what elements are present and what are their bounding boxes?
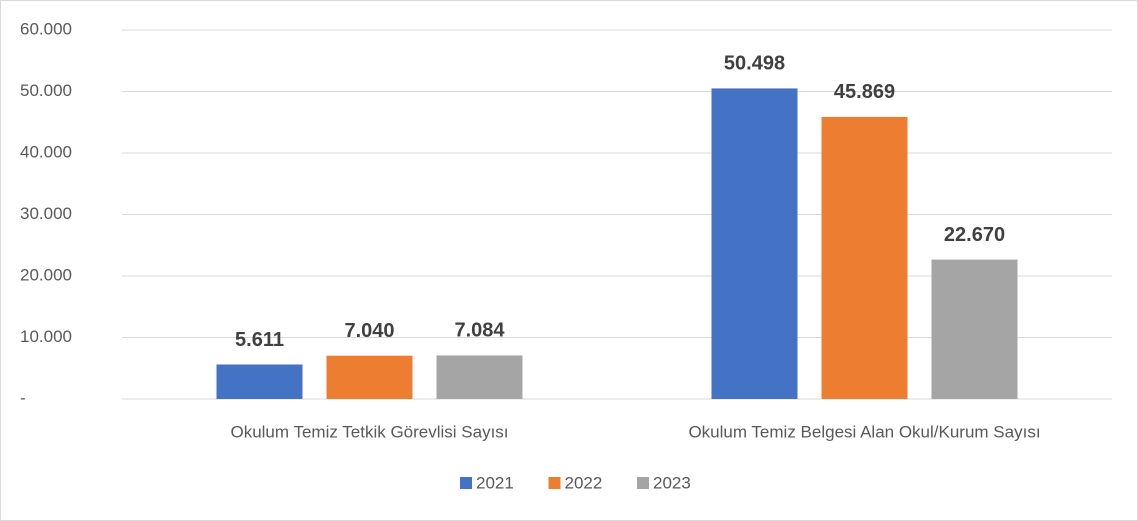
legend-swatch: [460, 477, 472, 489]
bar: [326, 355, 413, 399]
y-tick-label: 40.000: [20, 142, 72, 161]
x-tick-label: Okulum Temiz Belgesi Alan Okul/Kurum Say…: [688, 422, 1040, 441]
y-tick-label: 60.000: [20, 19, 72, 38]
y-tick-label: 50.000: [20, 81, 72, 100]
bar: [711, 88, 798, 399]
legend-label: 2022: [565, 473, 603, 492]
bar: [436, 355, 523, 399]
legend-swatch: [548, 477, 561, 489]
value-label: 50.498: [724, 53, 785, 75]
bar: [216, 364, 303, 399]
value-label: 7.084: [454, 320, 505, 342]
bar: [931, 259, 1018, 399]
legend-swatch: [637, 477, 649, 489]
value-label: 7.040: [344, 320, 394, 342]
legend-label: 2023: [653, 473, 691, 492]
value-label: 5.611: [235, 329, 284, 351]
value-label: 22.670: [944, 224, 1005, 246]
y-tick-label: -: [20, 388, 26, 407]
x-tick-label: Okulum Temiz Tetkik Görevlisi Sayısı: [230, 422, 508, 441]
y-tick-label: 30.000: [20, 204, 72, 223]
legend-label: 2021: [476, 473, 514, 492]
value-label: 45.869: [834, 81, 895, 103]
bar: [821, 116, 908, 400]
y-tick-label: 10.000: [20, 327, 72, 346]
y-tick-label: 20.000: [20, 265, 72, 284]
